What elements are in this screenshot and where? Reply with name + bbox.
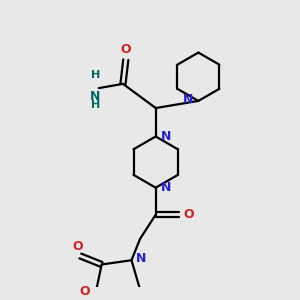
Text: H: H bbox=[91, 100, 100, 110]
Text: N: N bbox=[90, 90, 100, 104]
Text: O: O bbox=[121, 43, 131, 56]
Text: N: N bbox=[136, 252, 146, 265]
Text: N: N bbox=[161, 130, 171, 143]
Text: N: N bbox=[183, 93, 193, 106]
Text: O: O bbox=[72, 240, 83, 253]
Text: H: H bbox=[91, 70, 100, 80]
Text: N: N bbox=[161, 181, 171, 194]
Text: O: O bbox=[183, 208, 194, 221]
Text: O: O bbox=[80, 285, 90, 298]
